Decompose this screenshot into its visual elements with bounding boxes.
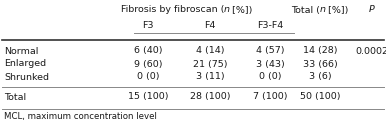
Text: 0.0002: 0.0002 <box>356 47 386 56</box>
Text: Enlarged: Enlarged <box>4 60 46 69</box>
Text: 15 (100): 15 (100) <box>128 93 168 102</box>
Text: 0 (0): 0 (0) <box>137 73 159 82</box>
Text: 0 (0): 0 (0) <box>259 73 281 82</box>
Text: Normal: Normal <box>4 47 38 56</box>
Text: 3 (43): 3 (43) <box>256 60 284 69</box>
Text: 28 (100): 28 (100) <box>190 93 230 102</box>
Text: 21 (75): 21 (75) <box>193 60 227 69</box>
Text: 9 (60): 9 (60) <box>134 60 162 69</box>
Text: P: P <box>369 5 375 15</box>
Text: 4 (14): 4 (14) <box>196 47 224 56</box>
Text: 6 (40): 6 (40) <box>134 47 162 56</box>
Text: Total (: Total ( <box>291 5 320 15</box>
Text: Fibrosis by fibroscan (: Fibrosis by fibroscan ( <box>120 5 224 15</box>
Text: 33 (66): 33 (66) <box>303 60 337 69</box>
Text: [%]): [%]) <box>325 5 349 15</box>
Text: 4 (57): 4 (57) <box>256 47 284 56</box>
Text: F4: F4 <box>204 21 216 31</box>
Text: F3: F3 <box>142 21 154 31</box>
Text: [%]): [%]) <box>229 5 252 15</box>
Text: Total: Total <box>4 93 26 102</box>
Text: n: n <box>320 5 326 15</box>
Text: n: n <box>224 5 230 15</box>
Text: F3-F4: F3-F4 <box>257 21 283 31</box>
Text: MCL, maximum concentration level: MCL, maximum concentration level <box>4 112 157 121</box>
Text: 14 (28): 14 (28) <box>303 47 337 56</box>
Text: 3 (11): 3 (11) <box>196 73 224 82</box>
Text: 3 (6): 3 (6) <box>309 73 331 82</box>
Text: 50 (100): 50 (100) <box>300 93 340 102</box>
Text: 7 (100): 7 (100) <box>253 93 287 102</box>
Text: Shrunked: Shrunked <box>4 73 49 82</box>
